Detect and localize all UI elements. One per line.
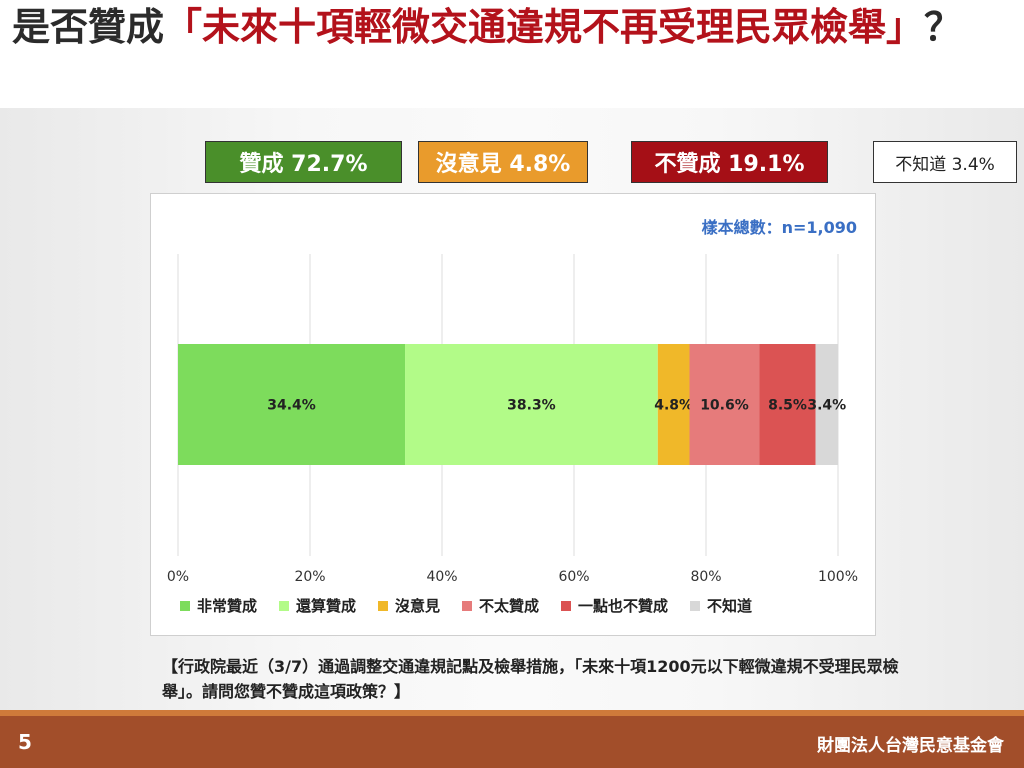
bar-segment [405, 344, 658, 465]
legend-label: 沒意見 [395, 597, 440, 615]
stacked-bar-chart: 0% 20% 40% 60% 80% 100% 34.4% 38.3% 4.8% 10.6% 8.5… [167, 254, 858, 615]
data-label: 10.6% [700, 398, 749, 414]
x-tick-label: 80% [690, 569, 721, 585]
x-tick-label: 0% [167, 569, 189, 585]
bar-segment [689, 344, 760, 465]
summary-neutral-badge: 沒意見 4.8% [418, 141, 588, 183]
data-label: 34.4% [267, 398, 316, 414]
page-number: 5 [18, 730, 32, 754]
summary-disagree-badge: 不贊成 19.1% [631, 141, 828, 183]
title-highlight: 「未來十項輕微交通違規不再受理民眾檢舉」 [164, 5, 925, 49]
legend-swatch [279, 601, 289, 611]
x-tick-label: 20% [294, 569, 325, 585]
x-tick-label: 100% [818, 569, 858, 585]
title-prefix: 是否贊成 [12, 5, 165, 49]
bar-segment [815, 344, 838, 465]
legend-label: 非常贊成 [197, 597, 257, 615]
legend-swatch [462, 601, 472, 611]
footer-divider [0, 710, 1024, 716]
data-label: 8.5% [768, 398, 807, 414]
legend-swatch [180, 601, 190, 611]
legend-swatch [378, 601, 388, 611]
survey-question: 【行政院最近（3/7）通過調整交通違規記點及檢舉措施，「未來十項1200元以下輕… [162, 657, 899, 701]
title-suffix: ？ [924, 5, 963, 49]
footer: 5 財團法人台灣民意基金會 [0, 716, 1024, 768]
legend-swatch [561, 601, 571, 611]
legend-swatch [690, 601, 700, 611]
legend-label: 不太贊成 [479, 597, 539, 615]
data-label: 38.3% [507, 398, 556, 414]
legend-label: 還算贊成 [296, 597, 356, 615]
data-label: 4.8% [654, 398, 693, 414]
bar-segment [657, 344, 690, 465]
summary-agree-badge: 贊成 72.7% [205, 141, 402, 183]
summary-unknown-badge: 不知道 3.4% [873, 141, 1017, 183]
legend-label: 一點也不贊成 [578, 597, 668, 615]
chart-panel: 樣本總數：n=1,090 0% 20% 40% 60% 80% 100% 34.4% 38.3… [150, 193, 876, 636]
organization-name: 財團法人台灣民意基金會 [817, 736, 1004, 756]
sample-size-label: 樣本總數：n=1,090 [701, 218, 857, 237]
bar-segment [759, 344, 816, 465]
x-tick-label: 40% [426, 569, 457, 585]
header: 是否贊成「未來十項輕微交通違規不再受理民眾檢舉」？ [0, 0, 1024, 108]
legend-label: 不知道 [707, 597, 752, 615]
bar-segment [178, 344, 406, 465]
data-label: 3.4% [807, 398, 846, 414]
page-title: 是否贊成「未來十項輕微交通違規不再受理民眾檢舉」？ [12, 2, 1012, 52]
x-tick-label: 60% [558, 569, 589, 585]
